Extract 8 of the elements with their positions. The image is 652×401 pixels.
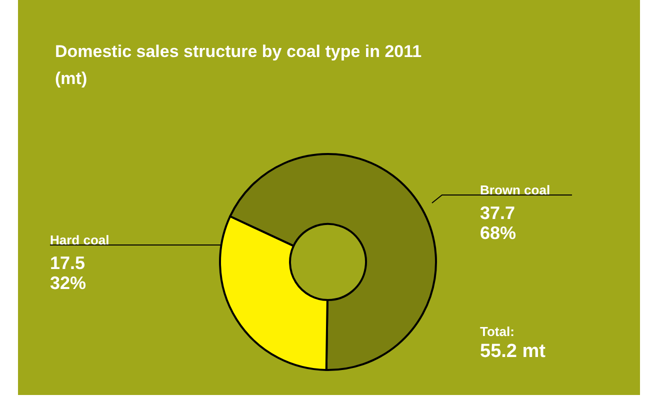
chart-title: Domestic sales structure by coal type in 2011 [55, 42, 422, 61]
text: Total: [480, 324, 514, 339]
data-label: 17.5 32% [50, 253, 86, 293]
chart-subtitle: (mt) [55, 69, 88, 88]
data-label: 37.7 68% [480, 203, 516, 243]
slice-label: Hard coal [50, 232, 110, 248]
text: 55.2 mt [480, 341, 546, 362]
slice-label: Brown coal [480, 182, 550, 198]
